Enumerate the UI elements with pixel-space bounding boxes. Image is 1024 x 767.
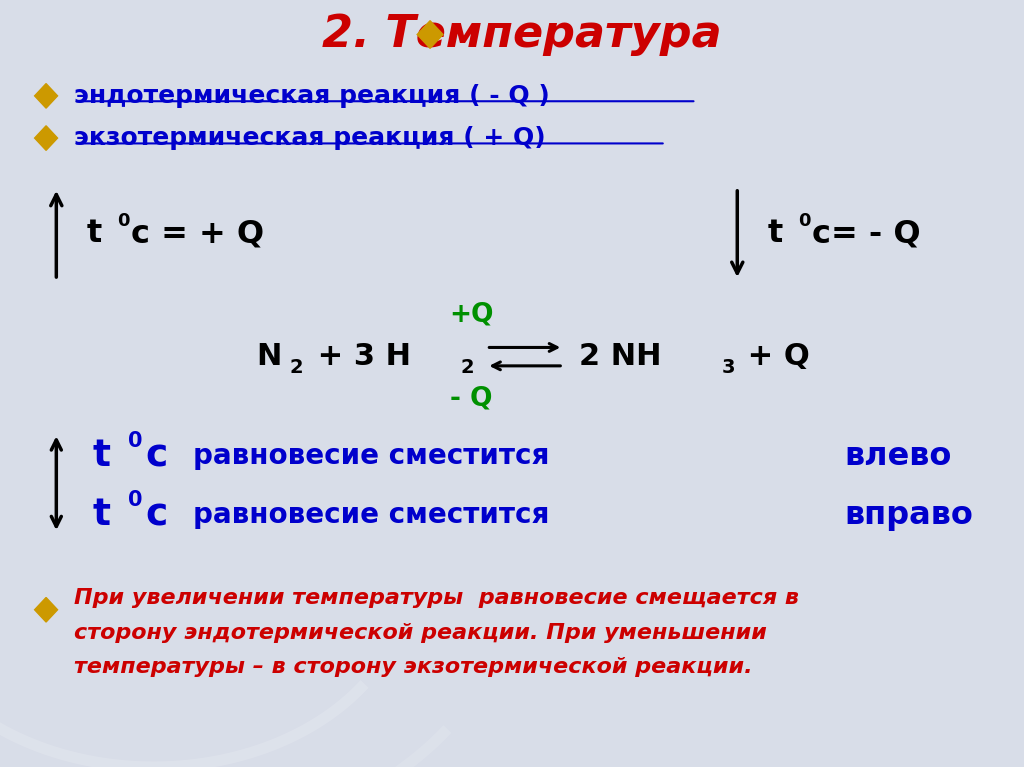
Text: t: t: [768, 219, 783, 249]
Text: c: c: [145, 498, 168, 533]
Polygon shape: [35, 597, 57, 622]
Text: - Q: - Q: [450, 386, 493, 412]
Text: влево: влево: [845, 441, 952, 472]
Text: + Q: + Q: [737, 342, 810, 371]
Text: t: t: [92, 439, 111, 474]
Text: эндотермическая реакция ( - Q ): эндотермическая реакция ( - Q ): [74, 84, 550, 108]
Text: 0: 0: [128, 431, 142, 451]
Text: 2 NH: 2 NH: [579, 342, 662, 371]
Polygon shape: [35, 84, 57, 108]
Text: 0: 0: [117, 212, 129, 230]
Text: N: N: [256, 342, 282, 371]
Text: сторону эндотермической реакции. При уменьшении: сторону эндотермической реакции. При уме…: [74, 623, 767, 643]
Text: c = + Q: c = + Q: [131, 219, 264, 249]
Polygon shape: [35, 126, 57, 150]
Text: При увеличении температуры  равновесие смещается в: При увеличении температуры равновесие см…: [74, 588, 799, 608]
Text: равновесие сместится: равновесие сместится: [193, 502, 549, 529]
Text: температуры – в сторону экзотермической реакции.: температуры – в сторону экзотермической …: [74, 657, 753, 677]
Text: 0: 0: [798, 212, 810, 230]
Text: t: t: [92, 498, 111, 533]
Text: + 3 H: + 3 H: [307, 342, 412, 371]
Text: c: c: [145, 439, 168, 474]
Text: 2. Температура: 2. Температура: [323, 13, 722, 56]
Text: 2: 2: [461, 358, 474, 377]
Text: c= - Q: c= - Q: [812, 219, 921, 249]
Text: 3: 3: [722, 358, 735, 377]
Text: t: t: [87, 219, 102, 249]
Text: экзотермическая реакция ( + Q): экзотермическая реакция ( + Q): [74, 126, 546, 150]
Polygon shape: [417, 21, 443, 48]
Text: 0: 0: [128, 490, 142, 510]
Text: 2: 2: [290, 358, 303, 377]
Text: вправо: вправо: [845, 500, 974, 531]
Text: +Q: +Q: [449, 301, 494, 328]
Text: равновесие сместится: равновесие сместится: [193, 443, 549, 470]
